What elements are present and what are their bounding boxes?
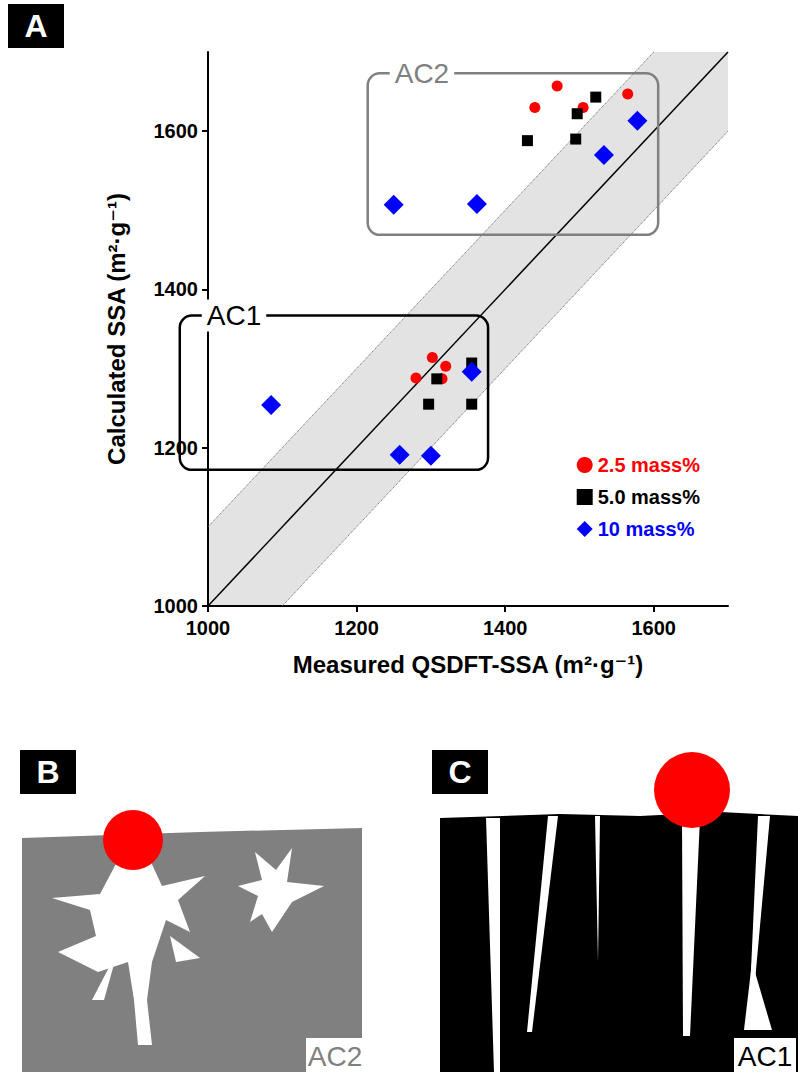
svg-text:1400: 1400 bbox=[483, 617, 528, 639]
svg-text:1400: 1400 bbox=[154, 278, 199, 300]
svg-text:1600: 1600 bbox=[154, 120, 199, 142]
html-text:A: A bbox=[24, 8, 48, 44]
svg-text:Measured QSDFT-SSA (m²·g⁻¹): Measured QSDFT-SSA (m²·g⁻¹) bbox=[293, 651, 643, 678]
svg-text:1600: 1600 bbox=[631, 617, 676, 639]
svg-text:1000: 1000 bbox=[186, 617, 231, 639]
svg-text:5.0 mass%: 5.0 mass% bbox=[598, 486, 701, 508]
svg-text:AC2: AC2 bbox=[395, 58, 449, 89]
html-text:C: C bbox=[448, 754, 472, 790]
svg-text:1000: 1000 bbox=[154, 595, 199, 617]
svg-text:AC2: AC2 bbox=[308, 1041, 362, 1072]
svg-text:Calculated SSA (m²·g⁻¹): Calculated SSA (m²·g⁻¹) bbox=[103, 193, 130, 465]
svg-text:10 mass%: 10 mass% bbox=[598, 518, 695, 540]
html-text:B: B bbox=[36, 754, 60, 790]
svg-text:AC1: AC1 bbox=[738, 1041, 792, 1072]
svg-text:2.5 mass%: 2.5 mass% bbox=[598, 454, 701, 476]
svg-text:1200: 1200 bbox=[154, 437, 199, 459]
svg-text:AC1: AC1 bbox=[207, 300, 261, 331]
svg-text:1200: 1200 bbox=[334, 617, 379, 639]
